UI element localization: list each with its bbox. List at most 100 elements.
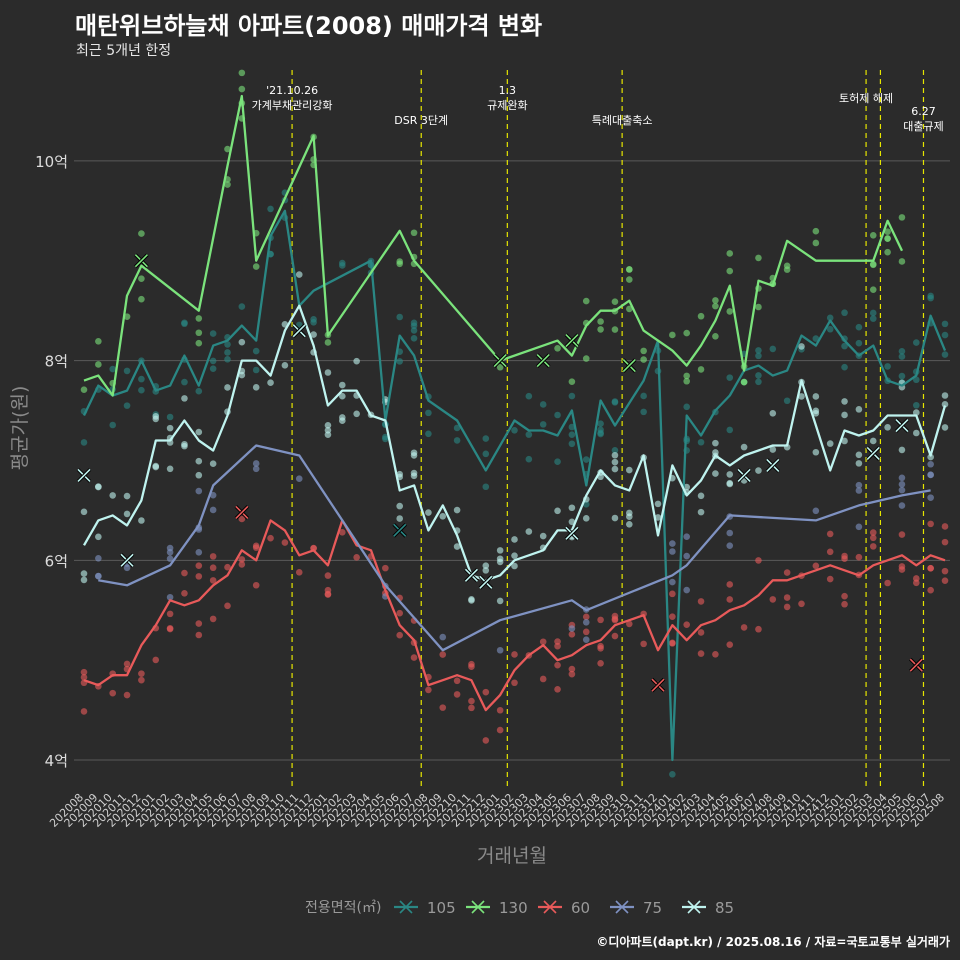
transaction-dot [812, 227, 820, 235]
transaction-dot [726, 471, 734, 478]
legend-label: 60 [571, 899, 590, 917]
transaction-dot [453, 424, 461, 432]
transaction-dot [195, 339, 203, 347]
transaction-dot [166, 610, 174, 618]
transaction-dot [80, 668, 88, 676]
transaction-dot [941, 523, 949, 530]
event-label: 토허제 해제 [839, 91, 893, 105]
legend-title: 전용면적(㎡) [305, 900, 381, 916]
transaction-dot [654, 500, 662, 508]
highlight-x-mark [564, 333, 580, 348]
highlight-x-mark [76, 468, 92, 483]
series-line-105 [82, 209, 947, 762]
transaction-dot [869, 231, 877, 239]
transaction-dot [396, 609, 404, 617]
transaction-dot [712, 332, 719, 340]
transaction-dot [511, 651, 518, 658]
transaction-dot [138, 295, 145, 303]
transaction-dot [568, 378, 576, 385]
event-label: 6.27 대출규제 [903, 105, 943, 133]
transaction-dot [181, 590, 188, 597]
transaction-dot [410, 322, 418, 330]
transaction-dot [712, 439, 719, 447]
transaction-dot [209, 506, 217, 514]
transaction-dot [123, 367, 131, 375]
transaction-dot [898, 531, 906, 538]
transaction-dot [468, 597, 475, 604]
transaction-dot [238, 556, 246, 563]
transaction-dot [826, 548, 834, 556]
transaction-dot [855, 523, 863, 531]
transaction-dot [755, 625, 762, 633]
transaction-dot [755, 254, 762, 262]
transaction-dot [195, 387, 203, 395]
transaction-dot [525, 431, 533, 438]
transaction-dot [769, 596, 777, 603]
transaction-dot [726, 308, 734, 315]
transaction-dot [597, 659, 604, 667]
highlight-x-mark [650, 677, 666, 693]
transaction-dot [712, 650, 719, 658]
transaction-dot [783, 603, 791, 611]
transaction-dot [697, 508, 705, 516]
transaction-dot [295, 271, 303, 278]
transaction-dot [123, 564, 131, 572]
transaction-dot [941, 320, 949, 328]
transaction-dot [597, 430, 604, 438]
transaction-dot [597, 420, 604, 427]
transaction-dot [453, 543, 461, 550]
transaction-dot [238, 69, 246, 77]
transaction-dot [812, 335, 820, 342]
transaction-dot [697, 366, 705, 373]
transaction-dot [582, 501, 590, 508]
transaction-dot [841, 552, 848, 560]
transaction-dot [252, 581, 260, 589]
event-label: '21.10.26 가계부채관리강화 [252, 84, 333, 112]
transaction-dot [941, 392, 949, 399]
transaction-dot [310, 319, 317, 326]
transaction-dot [913, 339, 920, 346]
transaction-dot [324, 586, 332, 594]
transaction-dot [439, 651, 447, 658]
transaction-dot [554, 458, 561, 465]
transaction-dot [339, 381, 346, 389]
transaction-dot [95, 533, 102, 541]
transaction-dot [855, 339, 863, 347]
transaction-dot [726, 641, 734, 648]
transaction-dot [669, 590, 676, 598]
transaction-dot [884, 579, 891, 587]
legend-label: 85 [715, 899, 734, 917]
transaction-dot [252, 384, 260, 391]
y-tick-label: 8억 [45, 353, 68, 371]
transaction-dot [582, 636, 590, 644]
transaction-dot [769, 409, 777, 417]
transaction-dot [539, 421, 547, 428]
transaction-dot [138, 375, 145, 383]
transaction-dot [927, 586, 934, 594]
transaction-dot [683, 483, 690, 491]
transaction-dot [482, 567, 490, 574]
transaction-dot [181, 442, 188, 450]
transaction-dot [453, 506, 461, 514]
transaction-dot [209, 615, 217, 623]
y-tick-label: 4억 [45, 752, 68, 770]
transaction-dot [496, 558, 504, 566]
transaction-dot [324, 572, 332, 579]
transaction-dot [123, 313, 131, 320]
transaction-dot [611, 465, 619, 473]
transaction-dot [683, 372, 690, 380]
transaction-dot [755, 467, 762, 474]
transaction-dot [396, 358, 404, 365]
transaction-dot [396, 502, 404, 510]
transaction-dot [726, 250, 734, 257]
transaction-dot [324, 369, 332, 376]
transaction-dot [396, 470, 404, 478]
transaction-dot [913, 401, 920, 409]
transaction-dot [812, 448, 820, 456]
transaction-dot [109, 421, 116, 429]
transaction-dot [482, 435, 490, 442]
transaction-dot [138, 670, 145, 677]
transaction-dot [224, 602, 231, 610]
highlight-x-mark [392, 523, 407, 538]
transaction-dot [683, 621, 690, 628]
